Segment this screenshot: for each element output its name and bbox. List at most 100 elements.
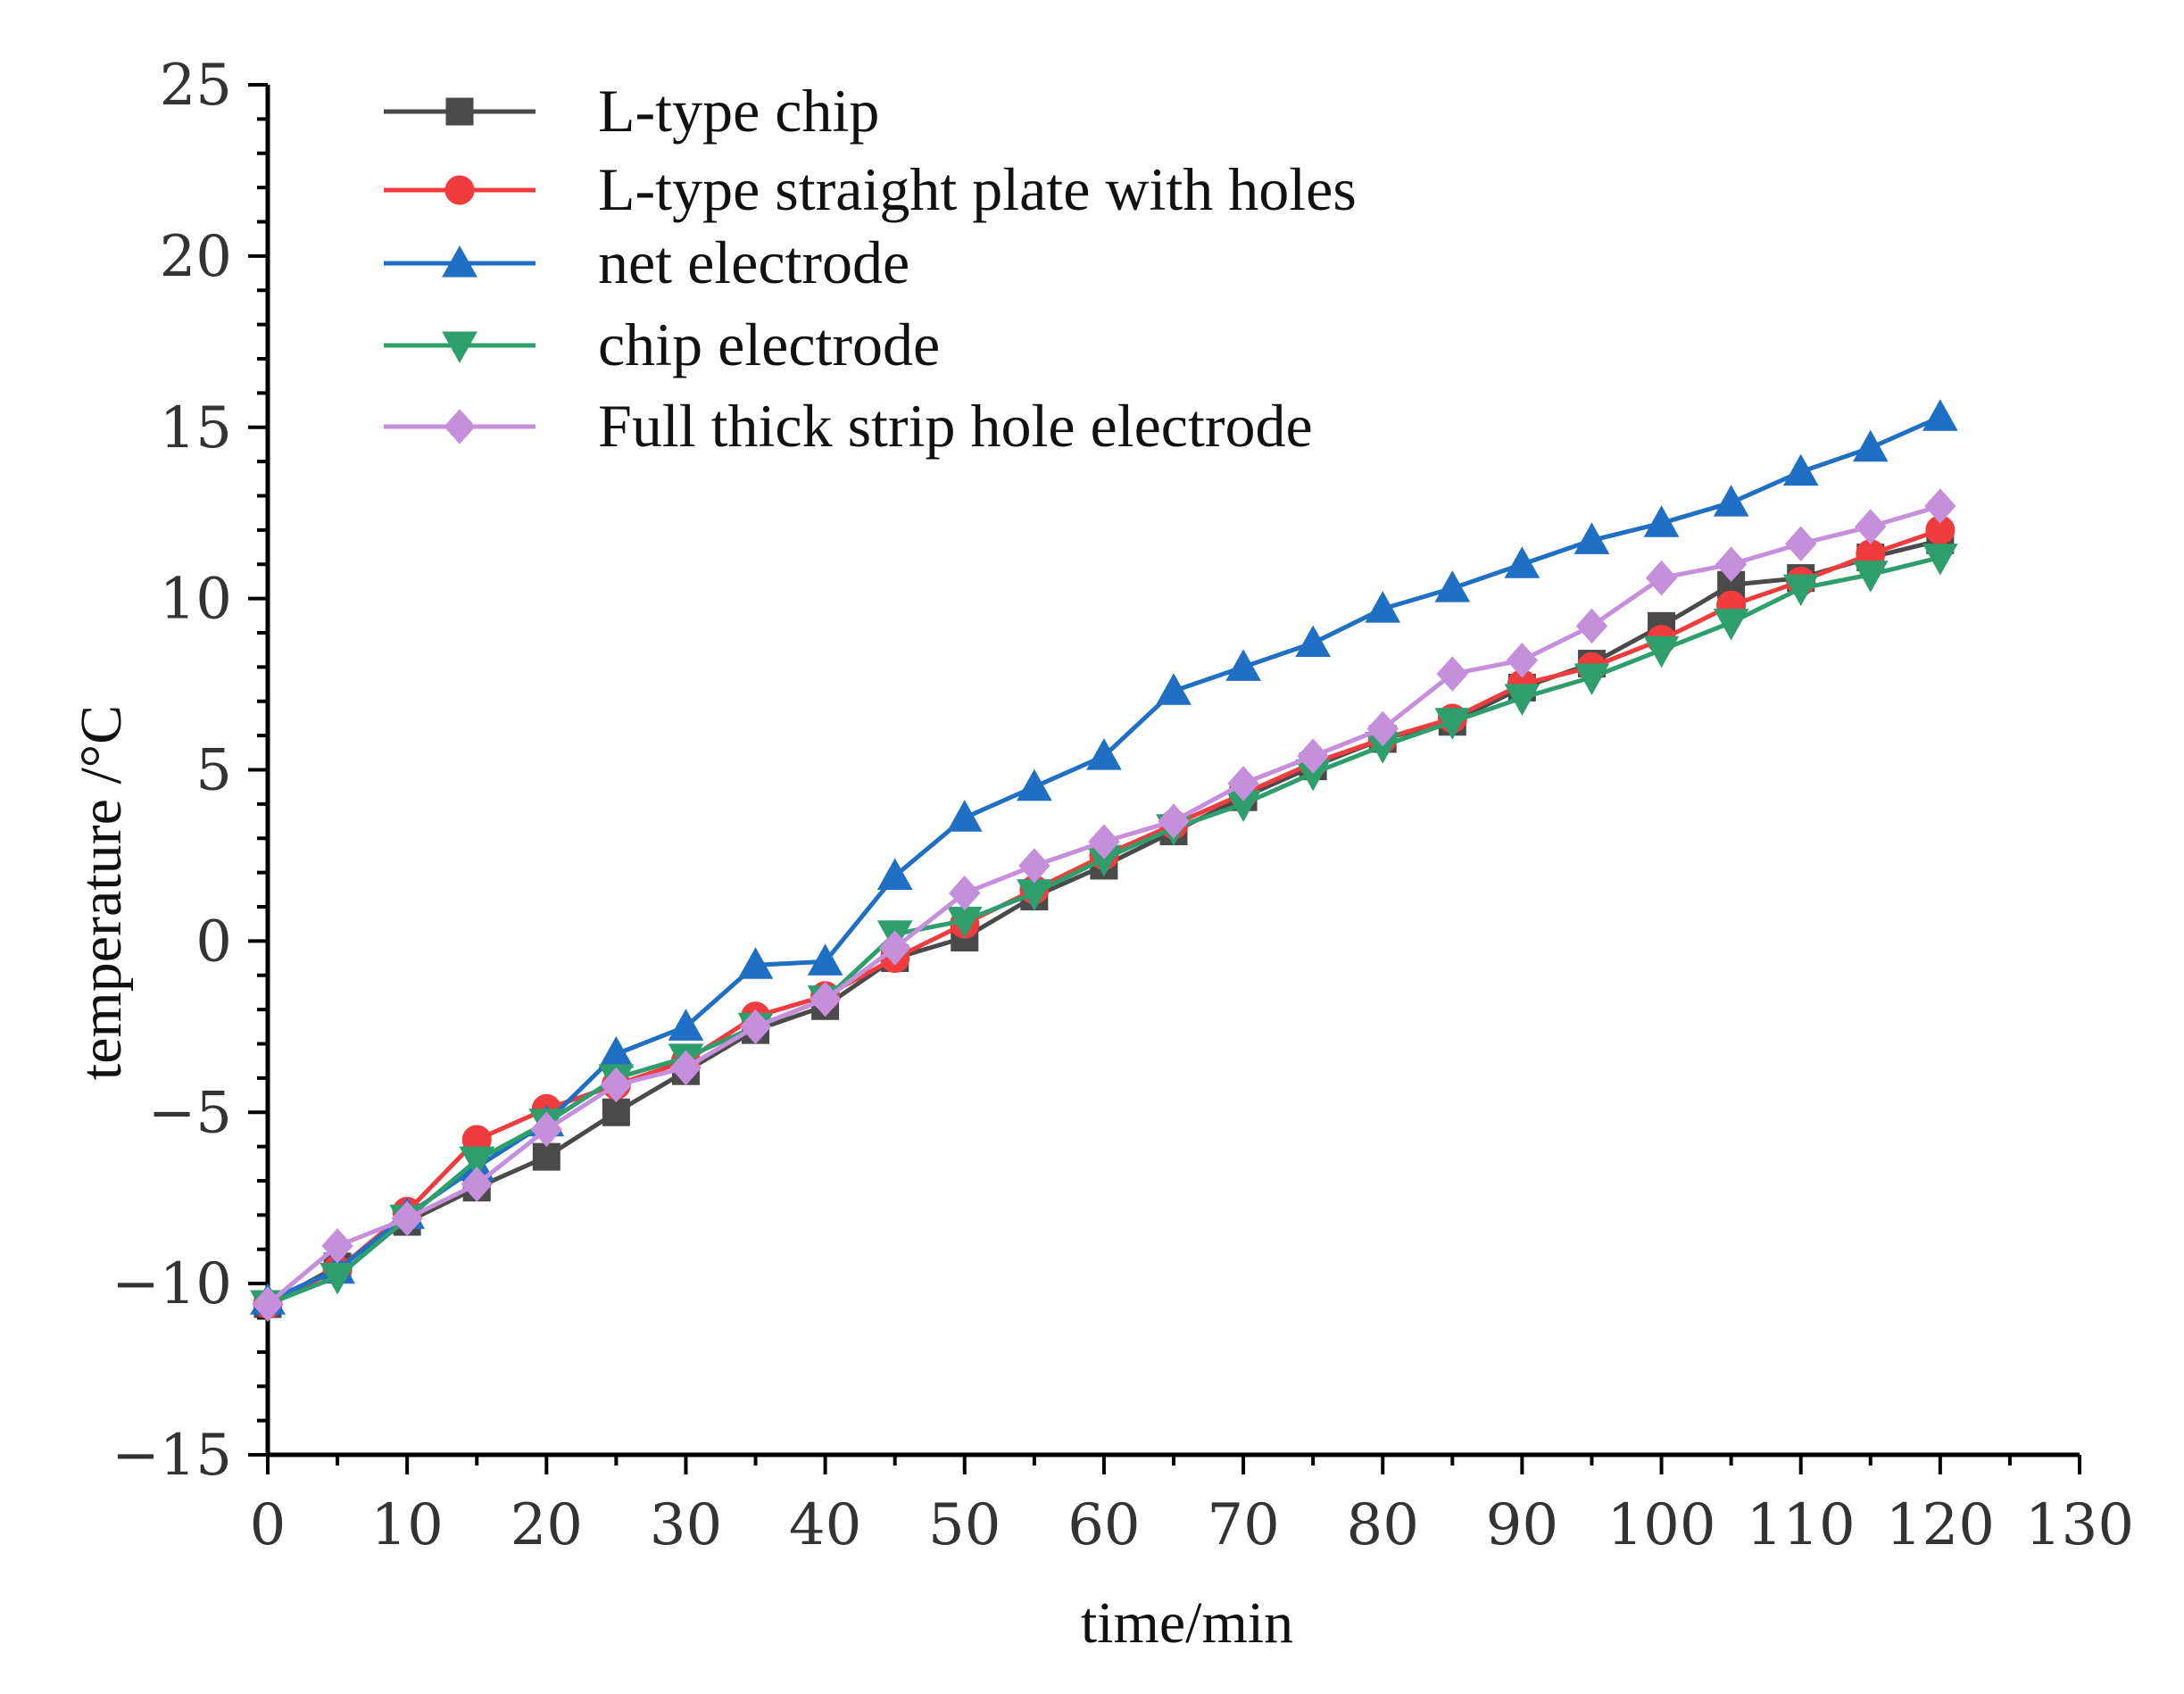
data-point-net-electrode <box>1782 453 1819 486</box>
data-point-net-electrode <box>1643 505 1680 537</box>
legend-label: L-type chip <box>598 77 879 145</box>
x-tick-label: 10 <box>370 1492 443 1558</box>
data-point-net-electrode <box>668 1009 704 1041</box>
legend-marker <box>442 245 477 278</box>
data-point-full-thick-strip-hole-electrode <box>461 1167 493 1202</box>
data-point-net-electrode <box>1713 485 1749 517</box>
x-tick-label: 50 <box>928 1492 1001 1558</box>
data-point-net-electrode <box>598 1035 635 1068</box>
legend-item-full-thick-strip-hole-electrode: Full thick strip hole electrode <box>384 392 1313 460</box>
data-point-chip-electrode <box>459 1146 495 1178</box>
data-point-l-type-chip <box>532 1142 561 1171</box>
data-point-full-thick-strip-hole-electrode <box>1158 803 1190 839</box>
x-tick-label: 110 <box>1747 1492 1856 1558</box>
y-tick-label: 20 <box>160 224 232 290</box>
y-tick-label: 25 <box>160 53 232 119</box>
data-point-net-electrode <box>1295 625 1332 658</box>
data-point-chip-electrode <box>1852 561 1889 593</box>
data-point-net-electrode <box>1016 768 1052 801</box>
data-point-full-thick-strip-hole-electrode <box>1506 642 1539 678</box>
data-point-full-thick-strip-hole-electrode <box>1575 608 1608 644</box>
data-point-full-thick-strip-hole-electrode <box>1366 710 1399 747</box>
legend-marker <box>444 409 476 444</box>
data-point-chip-electrode <box>1434 708 1471 740</box>
data-point-chip-electrode <box>1504 684 1540 716</box>
data-point-full-thick-strip-hole-electrode <box>1855 509 1887 544</box>
y-tick-label: −15 <box>112 1423 232 1489</box>
x-tick-label: 60 <box>1067 1492 1140 1558</box>
x-axis-label: time/min <box>1081 1590 1293 1656</box>
data-point-chip-electrode <box>1643 635 1680 668</box>
data-point-full-thick-strip-hole-electrode <box>1436 656 1468 692</box>
data-point-net-electrode <box>1365 591 1401 623</box>
y-tick-label: 0 <box>195 909 232 975</box>
legend-marker <box>445 97 474 126</box>
data-point-full-thick-strip-hole-electrode <box>669 1050 702 1086</box>
data-point-net-electrode <box>1225 649 1261 681</box>
data-point-full-thick-strip-hole-electrode <box>1924 488 1956 524</box>
series-chip-electrode <box>250 544 1958 1323</box>
data-point-full-thick-strip-hole-electrode <box>1088 824 1120 859</box>
legend-label: net electrode <box>598 228 909 296</box>
y-tick-label: 5 <box>195 738 232 804</box>
y-tick-label: −5 <box>148 1080 232 1146</box>
legend-item-net-electrode: net electrode <box>384 228 909 296</box>
data-point-net-electrode <box>1504 546 1540 578</box>
x-tick-label: 80 <box>1347 1492 1419 1558</box>
data-point-full-thick-strip-hole-electrode <box>1645 560 1678 596</box>
data-point-full-thick-strip-hole-electrode <box>1018 848 1050 884</box>
axes <box>265 85 2080 1457</box>
legend-item-l-type-chip: L-type chip <box>384 77 879 145</box>
x-tick-label: 130 <box>2025 1492 2134 1558</box>
legend-marker <box>442 331 477 364</box>
series-full-thick-strip-hole-electrode <box>252 488 1956 1322</box>
data-point-full-thick-strip-hole-electrode <box>949 875 981 911</box>
series-group <box>250 399 1958 1323</box>
data-point-chip-electrode <box>1574 663 1610 695</box>
y-tick-label: −10 <box>112 1251 232 1317</box>
y-tick-label: 10 <box>160 567 232 633</box>
data-point-full-thick-strip-hole-electrode <box>809 981 842 1017</box>
data-point-full-thick-strip-hole-electrode <box>739 1009 772 1045</box>
x-tick-label: 30 <box>650 1492 722 1558</box>
data-point-full-thick-strip-hole-electrode <box>252 1286 284 1322</box>
data-point-net-electrode <box>876 858 913 890</box>
legend-item-chip-electrode: chip electrode <box>384 311 940 378</box>
data-point-net-electrode <box>1852 429 1889 462</box>
legend-label: L-type straight plate with holes <box>598 155 1357 223</box>
data-point-full-thick-strip-hole-electrode <box>530 1111 562 1148</box>
y-tick-label: 15 <box>160 395 232 461</box>
data-point-full-thick-strip-hole-electrode <box>1297 738 1329 774</box>
x-tick-label: 100 <box>1607 1492 1715 1558</box>
legend-marker <box>444 175 475 205</box>
data-point-net-electrode <box>807 943 843 976</box>
data-point-chip-electrode <box>1782 574 1819 607</box>
series-line-l-type-chip <box>266 537 1941 1307</box>
legend-label: Full thick strip hole electrode <box>598 392 1313 460</box>
data-point-net-electrode <box>1086 738 1122 770</box>
data-point-full-thick-strip-hole-electrode <box>1785 526 1817 561</box>
series-line-chip-electrode <box>267 555 1941 1307</box>
legend-label: chip electrode <box>598 311 940 378</box>
series-l-type-chip <box>253 526 1955 1318</box>
data-point-chip-electrode <box>1713 608 1749 641</box>
x-tick-label: 40 <box>789 1492 861 1558</box>
x-tick-label: 90 <box>1486 1492 1558 1558</box>
legend: L-type chip L-type straight plate with ho… <box>384 77 1357 460</box>
data-point-net-electrode <box>946 800 983 832</box>
y-axis-label: temperature /°C <box>69 705 134 1080</box>
axis-ticks: 0 10 20 30 40 50 60 70 80 90 100 110 120 130 −15 −10 −5 0… <box>112 53 2134 1558</box>
series-line-l-type-straight-plate-with-holes <box>266 527 1941 1307</box>
data-point-net-electrode <box>737 947 774 979</box>
data-point-l-type-chip <box>602 1098 630 1126</box>
data-point-full-thick-strip-hole-electrode <box>1227 766 1259 801</box>
data-point-net-electrode <box>1156 673 1192 705</box>
legend-item-l-type-straight-plate-with-holes: L-type straight plate with holes <box>384 155 1357 223</box>
data-point-full-thick-strip-hole-electrode <box>600 1067 633 1103</box>
data-point-full-thick-strip-hole-electrode <box>879 930 911 966</box>
data-point-full-thick-strip-hole-electrode <box>1715 546 1748 582</box>
data-point-net-electrode <box>1434 570 1471 602</box>
data-point-net-electrode <box>1922 399 1958 431</box>
